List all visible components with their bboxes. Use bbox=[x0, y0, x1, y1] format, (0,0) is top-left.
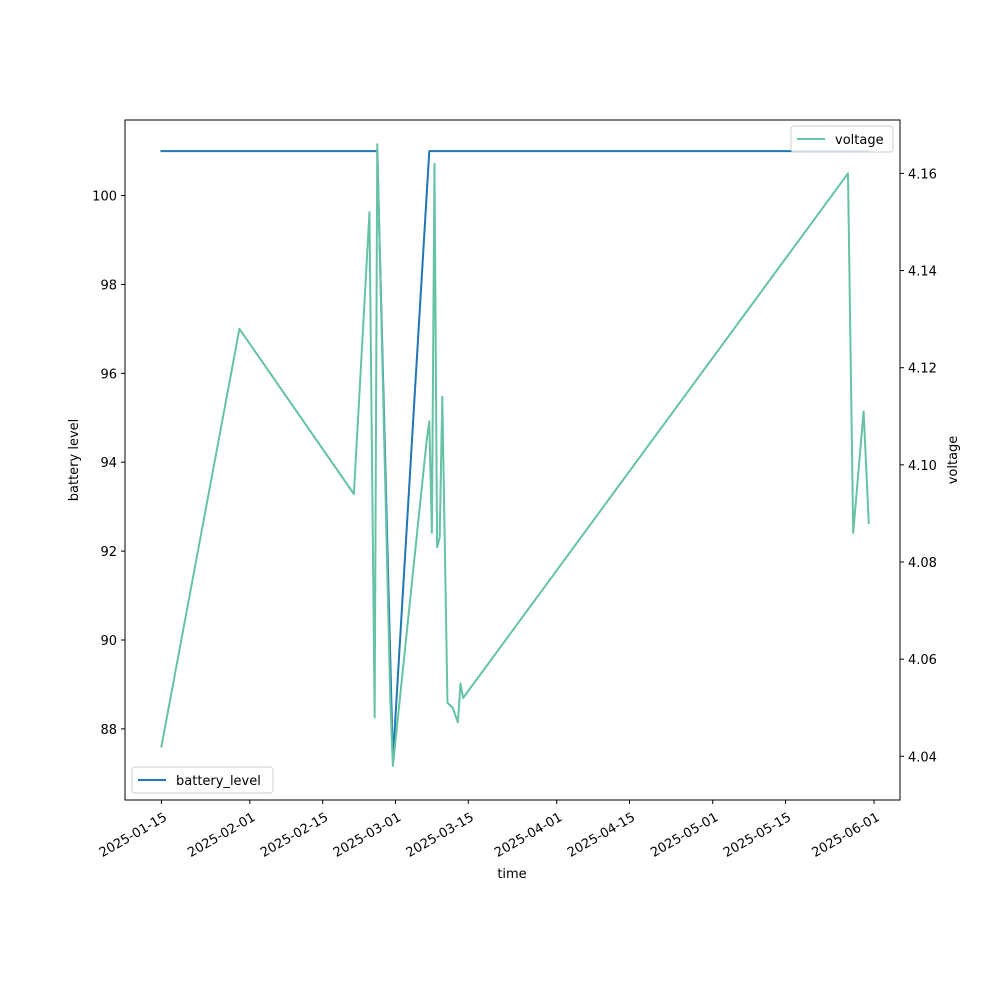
left-y-tick-label: 88 bbox=[100, 723, 117, 738]
legend-box bbox=[790, 125, 894, 153]
right-y-axis: 4.04 4.06 4.08 4.10 4.12 4.14 4.16 bbox=[900, 167, 937, 765]
right-y-tick-label: 4.16 bbox=[908, 167, 937, 182]
right-y-axis-label: voltage bbox=[946, 436, 961, 485]
right-y-tick-label: 4.04 bbox=[908, 750, 937, 765]
legend-battery-level: battery_level bbox=[131, 766, 274, 794]
legend-label: battery_level bbox=[176, 774, 261, 789]
right-y-tick-label: 4.14 bbox=[908, 265, 937, 280]
x-axis-label: time bbox=[497, 867, 526, 882]
right-y-tick-label: 4.10 bbox=[908, 459, 937, 474]
left-y-axis-label: battery level bbox=[67, 419, 82, 502]
legend-label: voltage bbox=[835, 133, 884, 148]
right-y-tick-label: 4.06 bbox=[908, 653, 937, 668]
plot-frame bbox=[124, 119, 901, 801]
left-y-tick-label: 96 bbox=[100, 367, 117, 382]
left-y-tick-label: 92 bbox=[100, 545, 117, 560]
plot-marks bbox=[160, 143, 870, 767]
legend-box bbox=[131, 766, 274, 794]
left-y-tick-label: 90 bbox=[100, 634, 117, 649]
legends: battery_level voltage bbox=[131, 125, 894, 794]
left-y-tick-label: 98 bbox=[100, 278, 117, 293]
left-y-tick-label: 94 bbox=[100, 456, 117, 471]
series-line-voltage bbox=[160, 143, 870, 767]
left-y-axis: 88 90 92 94 96 98 100 bbox=[92, 190, 125, 738]
right-y-tick-label: 4.12 bbox=[908, 362, 937, 377]
legend-voltage: voltage bbox=[790, 125, 894, 153]
right-y-tick-label: 4.08 bbox=[908, 556, 937, 571]
left-y-tick-label: 100 bbox=[92, 190, 117, 205]
